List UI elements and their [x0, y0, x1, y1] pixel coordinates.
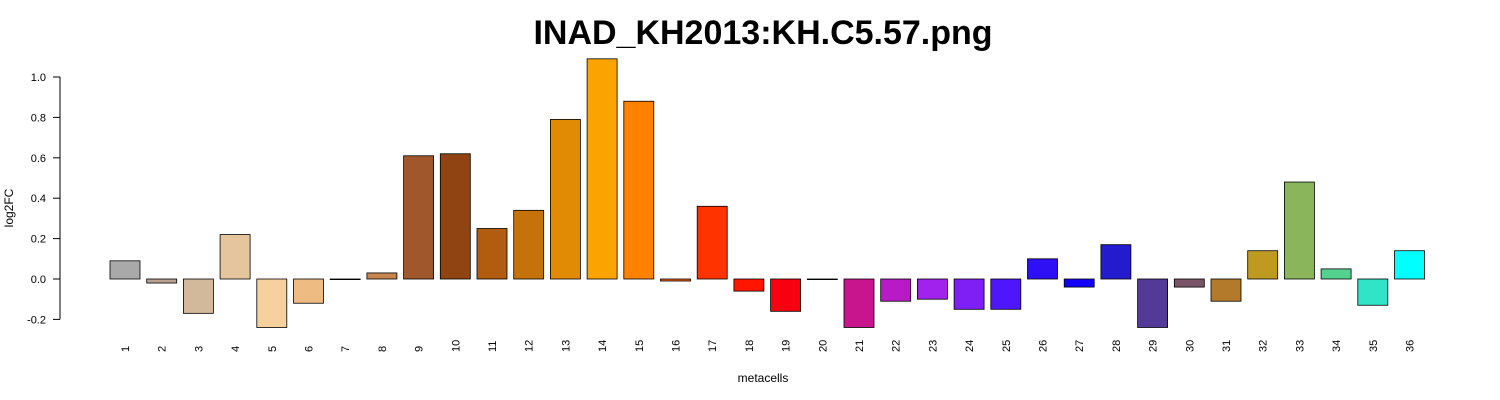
bar-30	[1173, 278, 1205, 288]
bar-12	[513, 209, 545, 280]
bar-32	[1247, 250, 1279, 280]
x-tick-label: 11	[487, 341, 499, 352]
x-tick-label: 35	[1368, 340, 1380, 352]
x-tick-labels: 1 2 3 4 5 6 7 8 9 10 11 12 13 14 15 16 17 18 19 20 21 22 23 24 2…	[120, 340, 1417, 352]
bar-15	[623, 100, 655, 280]
bar-23	[917, 278, 948, 300]
x-tick-label: 2	[157, 346, 169, 352]
bars	[109, 58, 1425, 328]
y-axis: -0.2 0.0 0.2 0.4 0.6 0.8 1.0	[27, 72, 61, 326]
x-tick-label: 12	[524, 340, 536, 352]
bar-26	[1027, 258, 1058, 280]
x-tick-label: 1	[120, 346, 132, 352]
x-tick-label: 17	[707, 340, 719, 352]
y-tick-label: 1.0	[31, 72, 46, 84]
x-tick-label: 3	[193, 346, 205, 352]
x-tick-label: 32	[1258, 340, 1270, 352]
x-tick-label: 22	[891, 340, 903, 352]
x-tick-label: 8	[377, 346, 389, 352]
bar-6	[293, 278, 324, 304]
x-tick-label: 18	[744, 340, 756, 352]
bar-16	[660, 278, 691, 282]
bar-1	[109, 260, 141, 280]
y-tick-label: 0.0	[31, 274, 46, 286]
bar-13	[550, 119, 581, 280]
x-tick-label: 20	[817, 340, 829, 352]
x-tick-label: 14	[597, 340, 609, 352]
x-tick-label: 9	[414, 346, 426, 352]
bar-10	[439, 153, 471, 280]
x-tick-label: 29	[1148, 340, 1160, 352]
y-tick-label: 0.4	[31, 193, 46, 205]
x-tick-label: 10	[450, 340, 462, 352]
x-tick-label: 19	[781, 340, 793, 352]
bar-14	[586, 58, 618, 280]
bar-24	[953, 278, 985, 310]
x-tick-label: 33	[1294, 340, 1306, 352]
bar-2	[146, 278, 178, 284]
y-tick-label: 0.6	[31, 153, 46, 165]
chart-title: INAD_KH2013:KH.C5.57.png	[533, 14, 992, 52]
bar-7	[329, 278, 361, 281]
bar-28	[1100, 244, 1132, 280]
bar-11	[476, 228, 508, 280]
bar-4	[219, 234, 251, 280]
y-axis-label: log2FC	[2, 188, 16, 227]
y-tick-label: -0.2	[27, 314, 46, 326]
bar-25	[990, 278, 1022, 310]
x-axis-label: metacells	[738, 371, 789, 385]
bar-31	[1210, 278, 1242, 302]
bar-34	[1320, 268, 1352, 280]
x-tick-label: 34	[1331, 340, 1343, 352]
x-tick-label: 36	[1405, 340, 1417, 352]
x-tick-label: 21	[854, 340, 866, 352]
bar-35	[1357, 278, 1389, 306]
x-tick-label: 24	[964, 340, 976, 352]
bar-29	[1137, 278, 1168, 328]
x-tick-label: 26	[1038, 340, 1050, 352]
x-tick-label: 13	[560, 340, 572, 352]
bar-18	[733, 278, 765, 292]
x-tick-label: 31	[1221, 340, 1233, 352]
x-tick-label: 27	[1074, 340, 1086, 352]
bar-5	[256, 278, 288, 328]
x-tick-label: 6	[304, 346, 316, 352]
bar-27	[1063, 278, 1095, 288]
x-tick-label: 28	[1111, 340, 1123, 352]
x-tick-label: 4	[230, 346, 242, 352]
bar-36	[1394, 250, 1425, 280]
x-tick-label: 25	[1001, 340, 1013, 352]
x-tick-label: 30	[1184, 340, 1196, 352]
bar-21	[843, 278, 875, 328]
y-tick-label: 0.8	[31, 112, 46, 124]
x-tick-label: 5	[267, 346, 279, 352]
bar-17	[696, 205, 728, 280]
x-tick-label: 7	[340, 346, 352, 352]
bar-19	[770, 278, 801, 312]
bar-33	[1284, 181, 1315, 280]
bar-20	[806, 278, 838, 281]
bar-3	[182, 278, 214, 314]
y-tick-label: 0.2	[31, 234, 46, 246]
x-tick-label: 16	[671, 340, 683, 352]
x-tick-label: 15	[634, 340, 646, 352]
x-tick-label: 23	[927, 340, 939, 352]
bar-22	[880, 278, 912, 302]
bar-8	[366, 272, 398, 280]
bar-9	[403, 155, 435, 280]
